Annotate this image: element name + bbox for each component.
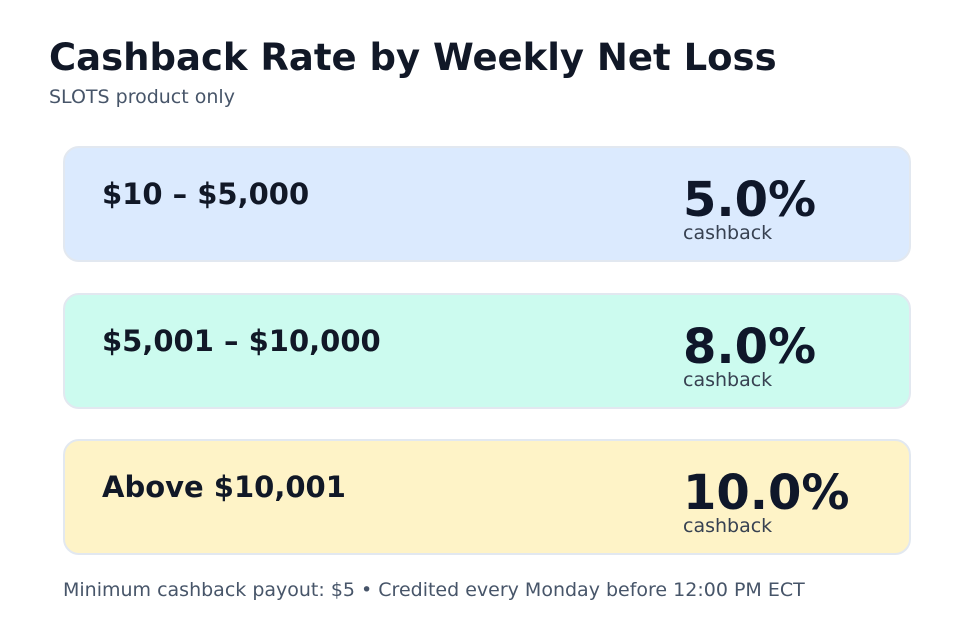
tier-cashback-caption: cashback [683, 515, 773, 537]
tier-card-3: Above $10,001 10.0% cashback [63, 439, 911, 555]
tier-cashback-rate: 5.0% [683, 172, 817, 228]
tier-cashback-caption: cashback [683, 222, 773, 244]
tier-cashback-rate: 8.0% [683, 319, 817, 375]
tier-cashback-caption: cashback [683, 369, 773, 391]
page-title: Cashback Rate by Weekly Net Loss [49, 36, 777, 79]
tier-range-label: $5,001 – $10,000 [102, 324, 381, 358]
tier-card-2: $5,001 – $10,000 8.0% cashback [63, 293, 911, 409]
footer-note: Minimum cashback payout: $5 • Credited e… [63, 579, 805, 601]
page-subtitle: SLOTS product only [49, 86, 235, 108]
tier-range-label: $10 – $5,000 [102, 177, 310, 211]
tier-card-1: $10 – $5,000 5.0% cashback [63, 146, 911, 262]
tier-cashback-rate: 10.0% [683, 465, 850, 521]
tier-range-label: Above $10,001 [102, 470, 346, 504]
